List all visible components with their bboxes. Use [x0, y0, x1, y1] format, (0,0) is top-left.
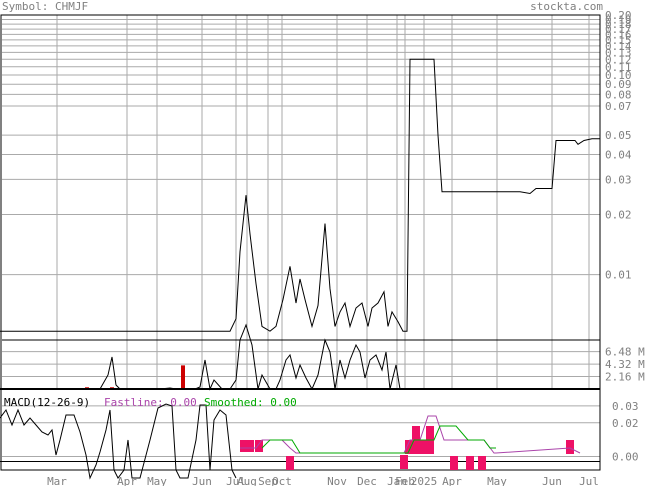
chart-frame: [0, 14, 601, 471]
symbol-label: Symbol: CHMJF: [2, 0, 89, 13]
price-tick-label: 0.05: [605, 129, 632, 142]
volume-line: [40, 323, 404, 391]
x-axis-label: Aug: [237, 475, 257, 486]
macd-smoothed-label: Smoothed: 0.00: [204, 396, 297, 409]
x-axis-label: Apr: [442, 475, 462, 486]
x-axis-label: Jul: [579, 475, 599, 486]
macd-histogram-bar: [566, 440, 574, 454]
volume-bar: [181, 365, 185, 389]
macd-title: MACD(12-26-9): [4, 396, 90, 409]
macd-histogram-bar: [246, 440, 254, 452]
price-tick-label: 0.10: [605, 69, 632, 82]
macd-histogram-bar: [478, 456, 486, 470]
price-tick-label: 0.03: [605, 173, 632, 186]
price-tick-label: 0.13: [605, 46, 632, 59]
macd-histogram-bar: [400, 455, 408, 469]
volume-tick-label: 2.16 M: [605, 371, 645, 384]
x-axis-label: Mar: [47, 475, 67, 486]
macd-histogram-bar: [405, 440, 413, 454]
price-panel: [0, 58, 600, 332]
x-axis-label: Feb: [395, 475, 415, 486]
macd-histogram-bar: [286, 456, 294, 470]
site-label[interactable]: stockta.com: [530, 0, 603, 13]
x-axis-label: Dec: [357, 475, 377, 486]
price-line: [0, 58, 600, 332]
x-axis-label: Oct: [272, 475, 292, 486]
x-axis-label: 2025: [411, 475, 438, 486]
price-tick-label: 0.17: [605, 23, 632, 36]
price-tick-label: 0.15: [605, 34, 632, 47]
x-axis-label: Jan: [387, 475, 407, 486]
macd-tick-label: 0.02: [612, 417, 639, 430]
price-tick-label: 0.14: [605, 40, 632, 53]
macd-histogram-bar: [255, 440, 263, 452]
price-tick-label: 0.16: [605, 28, 632, 41]
price-tick-label: 0.18: [605, 18, 632, 31]
price-tick-label: 0.20: [605, 9, 632, 22]
x-axis-label: Jul: [226, 475, 246, 486]
macd-panel: [0, 388, 600, 480]
volume-tick-label: 6.48 M: [605, 346, 645, 359]
macd-tick-label: 0.03: [612, 400, 639, 413]
grid-layer: [0, 14, 601, 471]
x-axis-label: Sep: [258, 475, 278, 486]
volume-panel: [2, 323, 600, 391]
macd-smoothed: [261, 425, 496, 454]
macd-histogram-bar: [240, 440, 248, 452]
price-tick-label: 0.12: [605, 53, 632, 66]
price-tick-label: 0.19: [605, 13, 632, 26]
axis-labels: 0.200.190.180.170.160.150.140.130.120.11…: [47, 9, 645, 486]
macd-line: [0, 403, 237, 480]
price-tick-label: 0.04: [605, 148, 632, 161]
x-axis-label: Nov: [327, 475, 347, 486]
x-axis-label: Jun: [192, 475, 212, 486]
macd-histogram-bar: [450, 456, 458, 470]
price-tick-label: 0.07: [605, 100, 632, 113]
price-tick-label: 0.08: [605, 88, 632, 101]
x-axis-label: May: [487, 475, 507, 486]
macd-histogram-bar: [466, 456, 474, 470]
price-tick-label: 0.02: [605, 209, 632, 222]
price-tick-label: 0.01: [605, 269, 632, 282]
volume-tick-label: 4.32 M: [605, 358, 645, 371]
price-tick-label: 0.09: [605, 78, 632, 91]
price-tick-label: 0.11: [605, 61, 632, 74]
x-axis-label: Jun: [542, 475, 562, 486]
macd-fastline-label: Fastline: 0.00: [104, 396, 197, 409]
macd-histogram-bar: [420, 440, 428, 454]
x-axis-label: May: [147, 475, 167, 486]
macd-tick-label: 0.00: [612, 451, 639, 464]
x-axis-label: Apr: [117, 475, 137, 486]
